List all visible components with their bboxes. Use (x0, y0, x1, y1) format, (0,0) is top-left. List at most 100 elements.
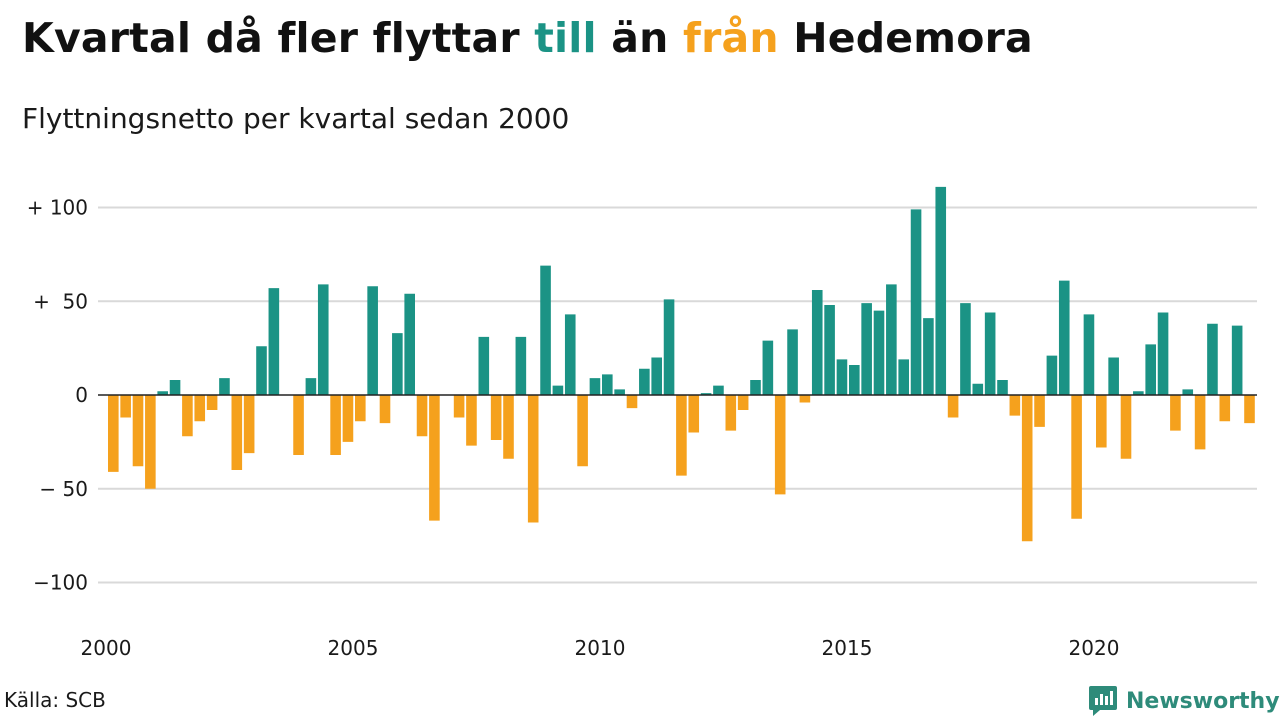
y-tick-label: + 50 (33, 289, 88, 313)
bars (108, 186, 1255, 542)
bar-2001K3 (182, 395, 193, 437)
bar-2010K4 (639, 368, 650, 395)
newsworthy-logo-icon (1089, 686, 1117, 716)
bar-2019K1 (1046, 355, 1058, 396)
bar-2021K4 (1182, 389, 1194, 396)
x-tick-label: 2005 (328, 636, 379, 660)
title-part-1: Kvartal då fler flyttar (22, 14, 535, 62)
bar-2016K2 (910, 209, 922, 396)
bar-2005K3 (379, 395, 391, 424)
bar-2015K2 (861, 303, 872, 396)
bar-2004K3 (330, 395, 341, 455)
title-till-word: till (534, 14, 597, 62)
bar-2008K1 (503, 395, 514, 459)
bar-2011K4 (688, 395, 700, 433)
bar-2021K3 (1170, 395, 1181, 431)
y-tick-label: 0 (75, 383, 88, 407)
bar-2007K1 (453, 395, 465, 418)
bar-2001K2 (169, 380, 181, 395)
chart-title: Kvartal då fler flyttar till än från Hed… (22, 14, 1033, 62)
bar-2014K2 (811, 290, 823, 395)
bar-2022K1 (1194, 395, 1206, 450)
bar-2000K4 (145, 395, 156, 489)
bar-2022K3 (1219, 395, 1231, 422)
x-axis-labels: 2000 2005 2010 2015 2020 (81, 636, 1120, 660)
title-fran-word: från (683, 14, 779, 62)
bar-2002K1 (206, 395, 218, 410)
bar-2009K3 (577, 395, 588, 467)
bar-2006K3 (429, 395, 440, 521)
bar-2013K1 (750, 380, 761, 395)
bar-2014K1 (799, 395, 811, 403)
x-tick-label: 2020 (1069, 636, 1120, 660)
bar-2000K3 (132, 395, 144, 467)
bar-2008K2 (515, 336, 527, 396)
brand-name: Newsworthy (1126, 688, 1280, 714)
bar-2010K2 (614, 389, 625, 396)
bar-2008K4 (540, 265, 551, 396)
bar-2023K1 (1244, 395, 1255, 424)
y-tick-label: + 100 (27, 196, 88, 220)
bar-2013K2 (762, 340, 774, 396)
bar-2017K1 (947, 395, 959, 418)
bar-2003K4 (293, 395, 304, 455)
bar-2016K3 (923, 318, 934, 396)
bar-2020K4 (1133, 391, 1144, 395)
y-tick-label: − 50 (39, 477, 88, 501)
x-tick-label: 2010 (575, 636, 626, 660)
grid-lines (98, 206, 1257, 584)
chart-subtitle: Flyttningsnetto per kvartal sedan 2000 (22, 102, 570, 135)
bar-2007K4 (490, 395, 502, 440)
bar-2007K2 (466, 395, 477, 446)
x-tick-label: 2015 (822, 636, 873, 660)
source-note: Källa: SCB (4, 688, 106, 712)
bar-2003K1 (256, 346, 267, 395)
bar-2021K1 (1145, 344, 1156, 396)
bar-2004K1 (305, 378, 317, 396)
bar-2013K3 (774, 395, 786, 495)
bar-2012K2 (713, 385, 724, 396)
bar-2020K3 (1120, 395, 1132, 459)
brand-logo: Newsworthy (1088, 684, 1280, 718)
bar-2007K3 (478, 336, 490, 396)
bar-2021K2 (1157, 312, 1169, 395)
bar-2017K3 (972, 383, 984, 395)
y-axis-labels: + 100 + 50 0 − 50 −100 (27, 196, 88, 595)
bar-2015K1 (849, 365, 860, 395)
bar-2018K2 (1009, 395, 1021, 416)
bar-2004K2 (317, 284, 329, 396)
bar-2005K4 (392, 333, 403, 396)
bar-2011K2 (663, 299, 675, 396)
bar-2016K1 (898, 359, 909, 396)
bar-2012K3 (725, 395, 737, 431)
bar-2018K4 (1034, 395, 1045, 427)
bar-2011K1 (651, 357, 662, 395)
bar-2019K4 (1083, 314, 1095, 396)
bar-2010K3 (626, 395, 638, 409)
bar-2010K1 (602, 374, 613, 396)
bar-2004K4 (342, 395, 354, 442)
bar-2006K1 (404, 293, 415, 395)
bar-2000K2 (120, 395, 131, 418)
bar-2000K1 (108, 395, 119, 472)
bar-2009K4 (589, 378, 601, 396)
bar-2019K2 (1058, 280, 1070, 396)
bar-2015K3 (873, 310, 885, 396)
bar-2014K4 (836, 359, 848, 396)
bar-2020K1 (1096, 395, 1107, 448)
bar-2022K2 (1207, 323, 1218, 395)
bar-2009K2 (564, 314, 576, 396)
title-part-2: än (596, 14, 684, 62)
bar-2005K1 (355, 395, 366, 422)
bar-2008K3 (527, 395, 539, 523)
bar-2009K1 (552, 385, 564, 396)
bar-2022K4 (1231, 325, 1243, 396)
bar-2013K4 (787, 329, 798, 396)
bar-2001K1 (157, 391, 168, 395)
bar-2016K4 (935, 186, 947, 396)
bar-2006K2 (416, 395, 428, 437)
bar-2002K3 (231, 395, 243, 470)
bar-2002K2 (219, 378, 230, 396)
bar-2018K3 (1021, 395, 1033, 542)
